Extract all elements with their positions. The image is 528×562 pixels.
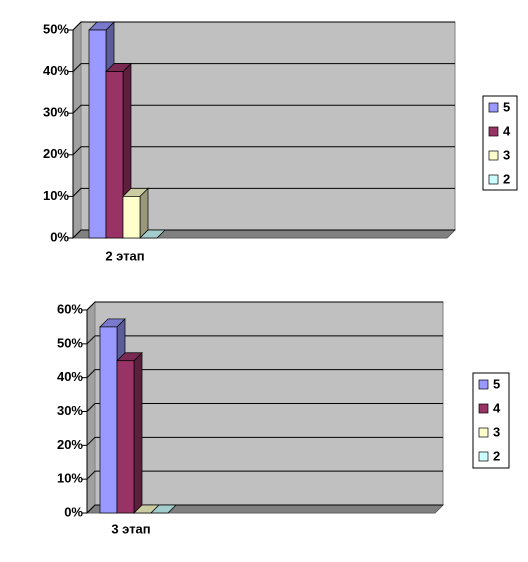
grid-line [86,504,443,514]
x-tick-label: 2 этап [105,248,144,263]
grid-line [86,403,443,412]
plot-side [72,20,82,240]
grid-line [72,21,455,31]
legend-label: 4 [493,400,501,415]
y-tick-label: 20% [43,146,69,161]
grid-line [86,436,443,446]
x-tick-label: 3 этап [111,521,150,536]
y-tick-label: 10% [57,471,83,486]
legend-label: 5 [503,99,510,114]
grid-line [86,301,443,311]
legend-label: 4 [503,123,511,138]
legend-swatch [478,451,489,462]
legend-swatch [488,174,499,185]
y-tick-label: 40% [57,369,83,384]
legend-label: 3 [493,424,500,439]
grid-line [72,146,455,156]
legend-label: 2 [493,448,500,463]
bar [150,504,177,514]
legend-swatch [478,403,489,414]
y-tick-label: 50% [43,21,69,36]
y-tick-label: 50% [57,335,83,350]
grid-line [86,470,443,480]
grid-line [72,63,455,72]
legend-box [472,372,510,469]
legend-swatch [478,379,489,390]
y-tick-label: 0% [50,229,69,244]
y-tick-label: 40% [43,63,69,78]
grid-line [86,335,443,345]
bar [116,351,143,514]
legend-label: 3 [503,147,510,162]
grid-line [72,104,455,114]
bar [139,229,166,239]
grid-line [72,187,455,197]
bar [122,187,149,239]
legend-label: 2 [503,171,510,186]
y-tick-label: 30% [43,105,69,120]
legend-label: 5 [493,376,500,391]
y-tick-label: 0% [64,504,83,519]
legend-swatch [488,126,499,137]
legend-swatch [478,427,489,438]
legend-box [482,95,518,191]
legend-swatch [488,102,499,113]
y-tick-label: 10% [43,188,69,203]
y-tick-label: 60% [57,301,83,316]
grid-line [86,369,443,379]
y-tick-label: 30% [57,403,83,418]
grid-line [72,229,455,239]
legend-swatch [488,150,499,161]
y-tick-label: 20% [57,437,83,452]
